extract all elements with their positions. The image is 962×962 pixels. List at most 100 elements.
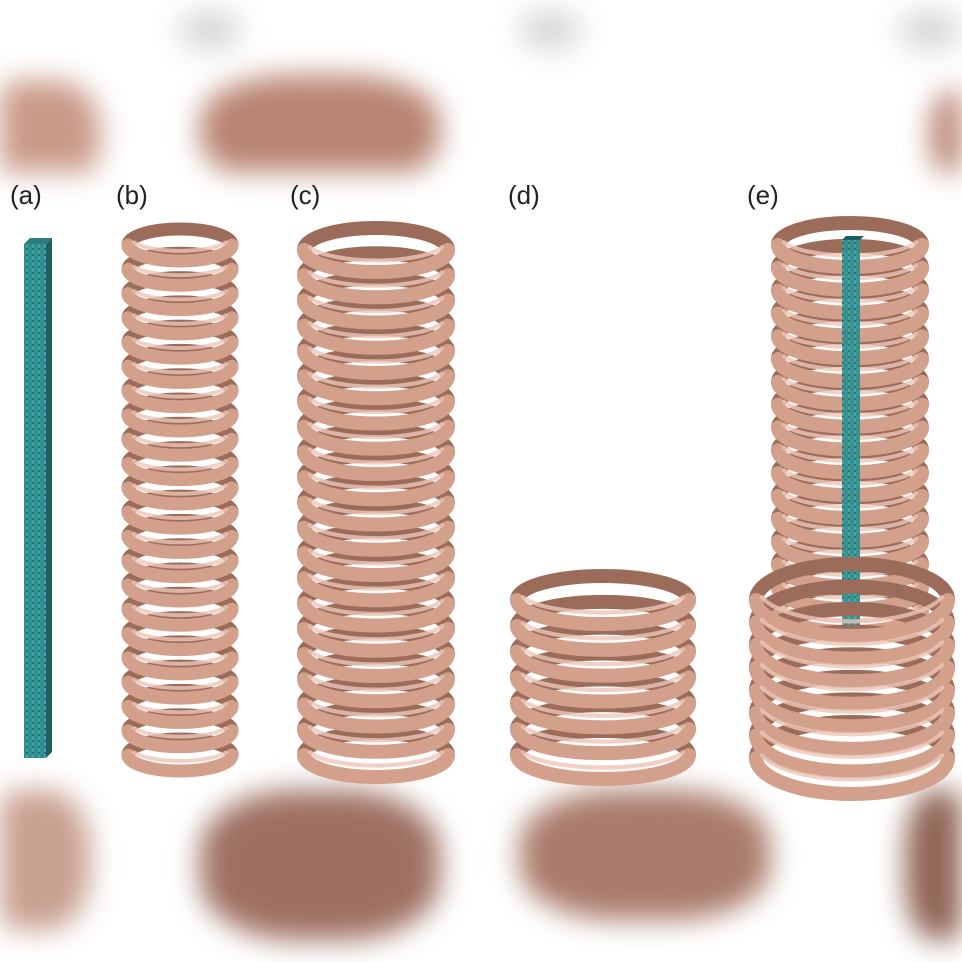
coil-b-turn-highlight	[132, 726, 228, 739]
coil-b-turn-front	[121, 627, 239, 657]
coil-c-turn-front	[297, 445, 455, 481]
coil-b-turn-back	[121, 392, 239, 422]
coil-b-turn-back	[121, 708, 239, 738]
coil-b-turn-back	[121, 343, 239, 373]
coil-d-turn-front	[510, 696, 696, 735]
mesh-bar-top	[24, 238, 52, 244]
mesh-bar-e	[842, 236, 864, 625]
coil-d	[510, 569, 696, 786]
coil-c-turn-front	[297, 596, 455, 633]
coil-b-turn-back	[121, 513, 239, 543]
coil-c-turn-highlight	[307, 699, 445, 718]
blurred-top-band	[0, 0, 962, 172]
coil-e-wide-turn-highlight	[759, 662, 945, 692]
coil-b-turn-highlight	[132, 410, 228, 423]
coil-b-turn-front	[121, 335, 239, 365]
coil-b-turn-back	[121, 295, 239, 325]
coil-b-turn-front	[121, 529, 239, 559]
coil-b-turn-highlight	[132, 361, 228, 375]
coil-e-wide-turn-front	[749, 660, 955, 711]
panel-label-d: (d)	[508, 180, 540, 210]
coil-b-turn-front	[121, 238, 239, 268]
coil-b-turn-highlight	[132, 434, 228, 448]
coil-e-wide-turn-back	[749, 602, 955, 653]
panel-label-e: (e)	[747, 180, 779, 210]
mesh-bar-side	[46, 238, 52, 758]
coil-b-turn-highlight	[132, 531, 228, 545]
coil-d-turn-highlight	[520, 698, 686, 718]
coil-b-turn-front	[121, 651, 239, 681]
coil-b-turn-highlight	[132, 386, 228, 399]
mesh-bar-front	[24, 244, 46, 758]
coil-c-turn-front	[297, 470, 455, 507]
coil-b-turn-front	[121, 554, 239, 584]
coil-b-turn-highlight	[132, 556, 228, 569]
coil-b-turn-back	[121, 732, 239, 762]
coil-e-wide-turn-back	[749, 557, 955, 607]
coil-c-turn-front	[297, 419, 455, 456]
mesh-bar-e-top	[842, 236, 864, 240]
mesh-bar-e-body	[842, 240, 860, 625]
coil-b-turn-back	[121, 683, 239, 713]
mesh-bar-a	[24, 238, 52, 758]
coil-c-turn-front	[297, 647, 455, 683]
coil-c-turn-highlight	[307, 750, 445, 768]
coil-c-turn-highlight	[307, 674, 445, 692]
coil-c-turn-highlight	[307, 371, 445, 389]
coil-c-turn-front	[297, 520, 455, 557]
coil-c-turn-front	[297, 268, 455, 305]
coil-b-turn-front	[121, 724, 239, 754]
coil-c-turn-highlight	[307, 522, 445, 541]
coil-c-turn-front	[297, 672, 455, 709]
coil-b-turn-front	[121, 602, 239, 632]
coil-b-turn-back	[121, 222, 239, 252]
panel-label-c: (c)	[290, 180, 321, 210]
coil-c-turn-front	[297, 369, 455, 406]
coil-c-turn-front	[297, 394, 455, 431]
coil-d-turn-front	[510, 748, 696, 786]
coil-b-turn-back	[121, 611, 239, 641]
coil-c-turn-highlight	[307, 623, 445, 642]
coil-b-turn-front	[121, 748, 239, 778]
coil-c-turn-highlight	[307, 497, 445, 516]
coil-e-wide-turn-front	[749, 728, 955, 779]
coil-b-turn-highlight	[132, 289, 228, 302]
coil-d-turn-highlight	[520, 646, 686, 667]
coil-b-turn-back	[121, 441, 239, 471]
coil-b-turn-back	[121, 659, 239, 689]
coil-b-turn-back	[121, 635, 239, 665]
coil-c-turn-front	[297, 546, 455, 582]
coil-b-turn-highlight	[132, 653, 228, 666]
coil-b-turn-front	[121, 408, 239, 438]
coil-b-turn-highlight	[132, 459, 228, 472]
coil-b-turn-back	[121, 368, 239, 398]
coil-c-turn-highlight	[307, 548, 445, 566]
coil-e-wide-turn-back	[749, 579, 955, 630]
coil-b-turn-front	[121, 311, 239, 341]
coil-c-turn-front	[297, 243, 455, 279]
coil-c-turn-highlight	[307, 573, 445, 591]
coil-b-turn-highlight	[132, 580, 228, 593]
coil-b-turn-back	[121, 416, 239, 446]
coil-e-wide-turn-highlight	[759, 640, 945, 669]
coil-c-turn-front	[297, 318, 455, 355]
coil-b-turn-back	[121, 271, 239, 301]
coil-b-turn-front	[121, 675, 239, 705]
coil-b-turn-front	[121, 384, 239, 414]
coil-c-turn-front	[297, 293, 455, 330]
coil-c-turn-front	[297, 722, 455, 759]
coil-d-turn-back	[510, 569, 696, 607]
coil-b-turn-front	[121, 432, 239, 462]
coil-e-wide-turn-highlight	[759, 753, 945, 782]
coil-c-turn-front	[297, 748, 455, 784]
coil-c-turn-highlight	[307, 421, 445, 440]
coils-front-group	[749, 557, 955, 801]
coil-b-turn-front	[121, 287, 239, 317]
coil-b-turn-back	[121, 562, 239, 592]
coil-e-wide-turn-highlight	[759, 707, 945, 737]
coil-e-tall-turn-back	[771, 216, 929, 252]
coil-d-turn-front	[510, 618, 696, 657]
coil-b-turn-highlight	[132, 337, 228, 351]
coil-b-turn-highlight	[132, 483, 228, 496]
coil-e-wide-turn-front	[749, 593, 955, 643]
